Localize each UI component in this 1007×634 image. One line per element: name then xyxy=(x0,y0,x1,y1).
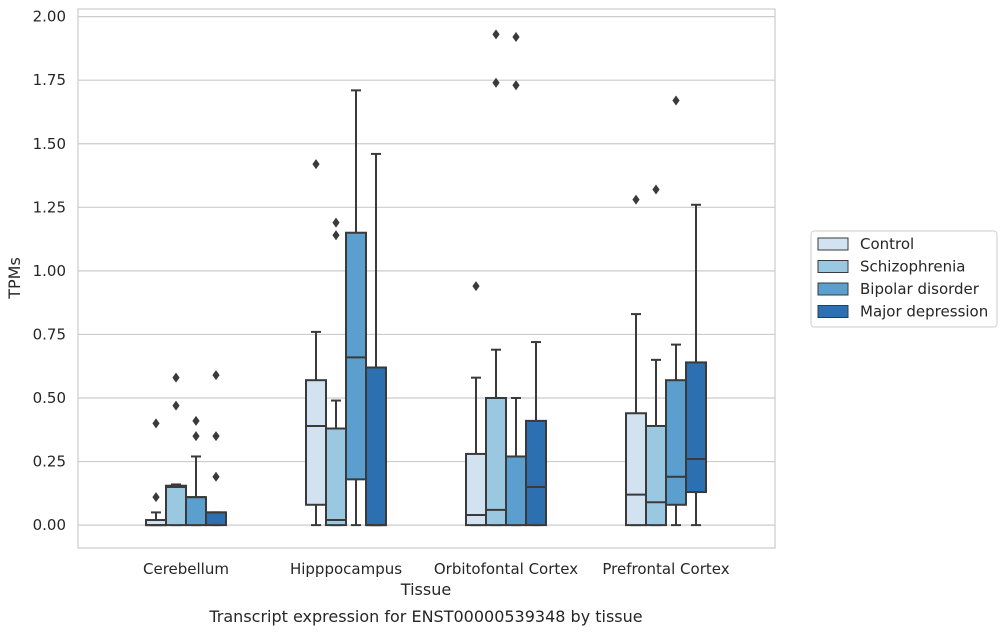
outlier-point xyxy=(152,492,160,503)
box-major-depression xyxy=(685,203,707,527)
box-iqr xyxy=(305,379,327,506)
outlier-point xyxy=(492,29,500,40)
box-iqr xyxy=(165,484,187,527)
outlier-point xyxy=(492,77,500,88)
box-iqr xyxy=(325,427,347,527)
box-bipolar-disorder xyxy=(185,415,207,527)
chart-caption: Transcript expression for ENST0000053934… xyxy=(208,607,642,626)
box-schizophrenia xyxy=(485,29,507,527)
box-major-depression xyxy=(365,152,387,527)
box-bipolar-disorder xyxy=(345,89,367,527)
y-tick-label: 1.00 xyxy=(33,262,66,280)
y-tick-label: 1.50 xyxy=(33,135,66,153)
box-iqr xyxy=(665,379,687,506)
outlier-point xyxy=(212,471,220,482)
outlier-point xyxy=(512,80,520,91)
x-tick-label: Prefrontal Cortex xyxy=(602,560,729,578)
x-tick-label: Cerebellum xyxy=(143,560,229,578)
outlier-point xyxy=(212,431,220,442)
x-tick-label: Orbitofontal Cortex xyxy=(434,560,578,578)
legend-label: Major depression xyxy=(860,303,988,321)
y-tick-label: 1.75 xyxy=(33,71,66,89)
box-iqr xyxy=(185,496,207,527)
outlier-point xyxy=(472,281,480,292)
legend-label: Control xyxy=(860,235,914,253)
box-iqr xyxy=(365,366,387,527)
legend-swatch xyxy=(817,282,849,296)
box-iqr xyxy=(485,396,507,527)
box-control xyxy=(305,159,327,527)
outlier-point xyxy=(672,95,680,106)
outlier-point xyxy=(192,415,200,426)
box-iqr xyxy=(345,231,367,481)
legend-frame xyxy=(810,230,998,328)
box-control xyxy=(145,418,167,527)
outlier-point xyxy=(192,431,200,442)
legend-swatch xyxy=(817,305,849,318)
y-tick-label: 0.25 xyxy=(33,453,66,471)
y-tick-label: 2.00 xyxy=(33,8,66,26)
box-major-depression xyxy=(525,341,547,527)
outlier-point xyxy=(332,230,340,241)
y-tick-label: 1.25 xyxy=(33,198,66,216)
x-tick-label: Hipppocampus xyxy=(290,560,402,578)
box-iqr xyxy=(205,511,227,527)
box-schizophrenia xyxy=(325,217,347,527)
boxes xyxy=(145,29,707,527)
legend-swatch xyxy=(817,237,849,251)
legend-label: Schizophrenia xyxy=(860,258,965,276)
box-control xyxy=(625,194,647,527)
box-iqr xyxy=(525,419,547,527)
box-iqr xyxy=(625,412,647,527)
x-axis-ticks: Cerebellum Hipppocampus Orbitofontal Corte… xyxy=(143,560,730,578)
outlier-point xyxy=(152,418,160,429)
y-tick-label: 0.75 xyxy=(33,325,66,343)
outlier-point xyxy=(652,184,660,195)
legend-label: Bipolar disorder xyxy=(860,280,980,298)
box-iqr xyxy=(685,361,707,494)
outlier-point xyxy=(312,159,320,170)
legend: Control Schizophrenia Bipolar disorder Majo… xyxy=(810,230,998,328)
box-schizophrenia xyxy=(165,372,187,527)
grid-lines xyxy=(78,16,775,526)
box-major-depression xyxy=(205,370,227,527)
box-iqr xyxy=(505,455,527,527)
y-axis-ticks: 0.00 0.25 0.50 0.75 1.00 1.25 1.50 1.75 2.00 xyxy=(33,8,66,534)
x-axis-label: Tissue xyxy=(400,580,451,599)
outlier-point xyxy=(632,194,640,205)
plot-frame xyxy=(77,8,776,549)
y-tick-label: 0.00 xyxy=(33,516,66,534)
box-bipolar-disorder xyxy=(665,95,687,527)
outlier-point xyxy=(212,370,220,381)
box-bipolar-disorder xyxy=(505,31,527,527)
outlier-point xyxy=(172,372,180,383)
outlier-point xyxy=(332,217,340,228)
outlier-point xyxy=(512,31,520,42)
y-tick-label: 0.50 xyxy=(33,389,66,407)
outlier-point xyxy=(172,400,180,411)
box-schizophrenia xyxy=(645,184,667,527)
legend-swatch xyxy=(817,260,849,273)
box-iqr xyxy=(645,424,667,527)
y-axis-label: TPMs xyxy=(5,257,24,300)
box-control xyxy=(465,281,487,527)
